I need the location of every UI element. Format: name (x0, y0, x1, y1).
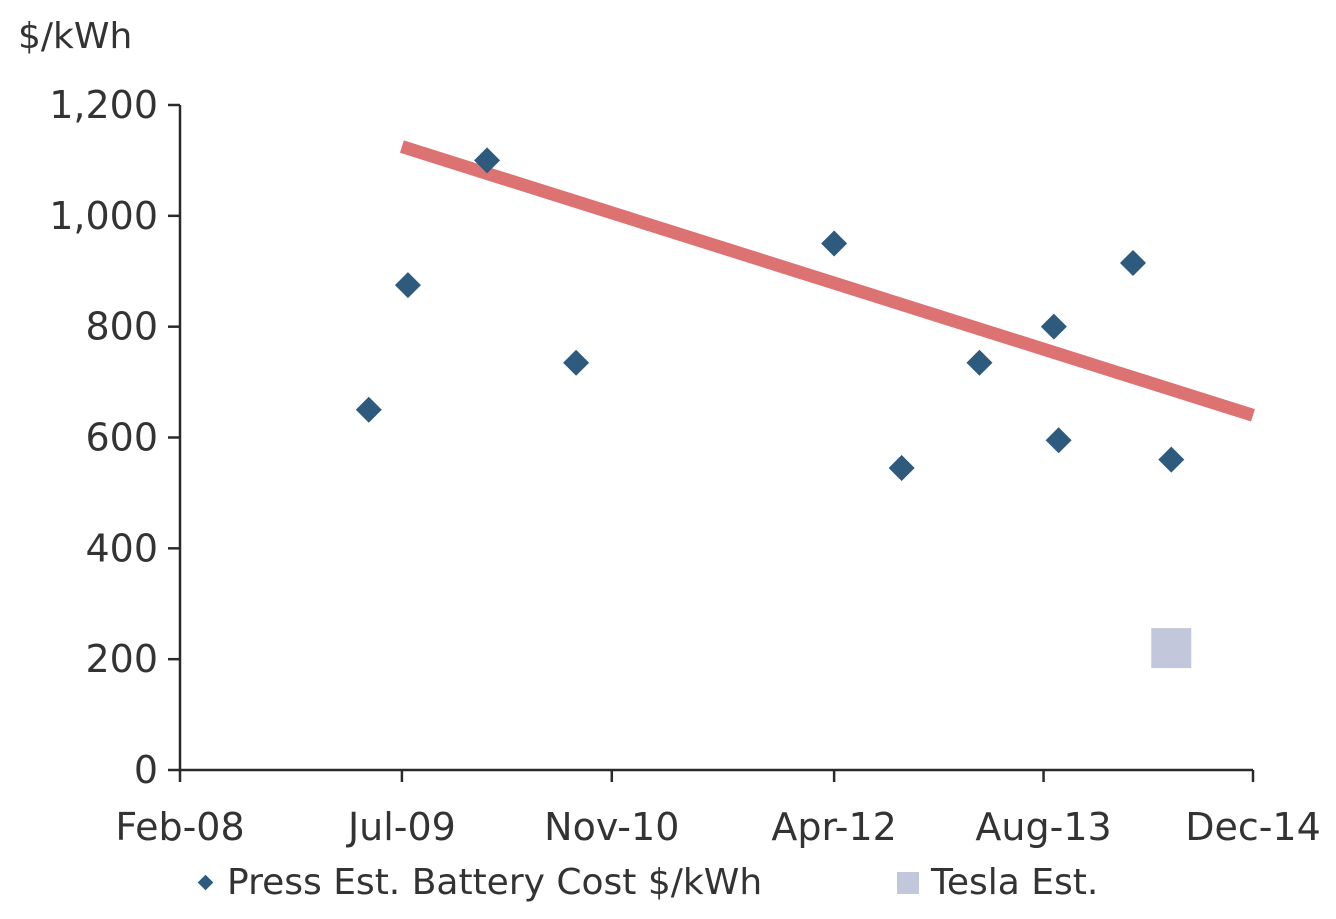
press-est-point (394, 272, 421, 299)
y-tick-label: 200 (85, 637, 158, 681)
press-est-point (563, 349, 590, 376)
x-tick-label: Feb-08 (115, 805, 244, 849)
legend-item-tesla-est: Tesla Est. (897, 862, 1098, 903)
x-axis-ticks: Feb-08 Jul-09 Nov-10 Apr-12 Aug-13 Dec-14 (115, 770, 1321, 849)
y-tick-label: 800 (85, 305, 158, 349)
trendline-layer (399, 140, 1255, 422)
legend-item-press-est: Press Est. Battery Cost $/kWh (197, 862, 763, 903)
legend-label-press-est: Press Est. Battery Cost $/kWh (227, 862, 763, 903)
y-tick-label: 400 (85, 526, 158, 570)
square-marker-icon (897, 871, 919, 894)
chart-legend: Press Est. Battery Cost $/kWh Tesla Est. (0, 862, 1336, 914)
y-axis-ticks: 0 200 400 600 800 1,000 1,200 (49, 83, 180, 792)
press-est-point (821, 230, 848, 257)
y-axis-unit-label: $/kWh (18, 16, 132, 57)
y-tick-label: 1,000 (49, 194, 158, 238)
x-tick-label: Dec-14 (1185, 805, 1321, 849)
legend-label-tesla-est: Tesla Est. (931, 862, 1099, 903)
press-est-point (355, 396, 382, 423)
tesla-est-point (1151, 628, 1192, 669)
press-est-point (1158, 446, 1185, 473)
press-est-point (1040, 313, 1067, 340)
trendline (399, 140, 1255, 422)
x-tick-label: Nov-10 (544, 805, 679, 849)
press-est-point (966, 349, 993, 376)
x-tick-label: Aug-13 (975, 805, 1111, 849)
y-tick-label: 0 (134, 748, 158, 792)
press-est-point (1120, 249, 1147, 276)
x-tick-label: Jul-09 (346, 805, 456, 849)
y-tick-label: 600 (85, 416, 158, 460)
press-est-point (888, 454, 915, 481)
press-est-point (474, 147, 501, 174)
y-tick-label: 1,200 (49, 83, 158, 127)
press-est-point (1045, 427, 1072, 454)
diamond-marker-icon (197, 874, 214, 891)
data-points-layer (355, 147, 1192, 669)
x-tick-label: Apr-12 (771, 805, 896, 849)
